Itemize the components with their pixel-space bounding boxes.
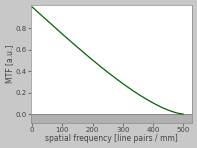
Bar	[31, 114, 192, 123]
X-axis label: spatial frequency [line pairs / mm]: spatial frequency [line pairs / mm]	[45, 134, 178, 143]
Y-axis label: MTF [a.u.]: MTF [a.u.]	[5, 45, 14, 83]
